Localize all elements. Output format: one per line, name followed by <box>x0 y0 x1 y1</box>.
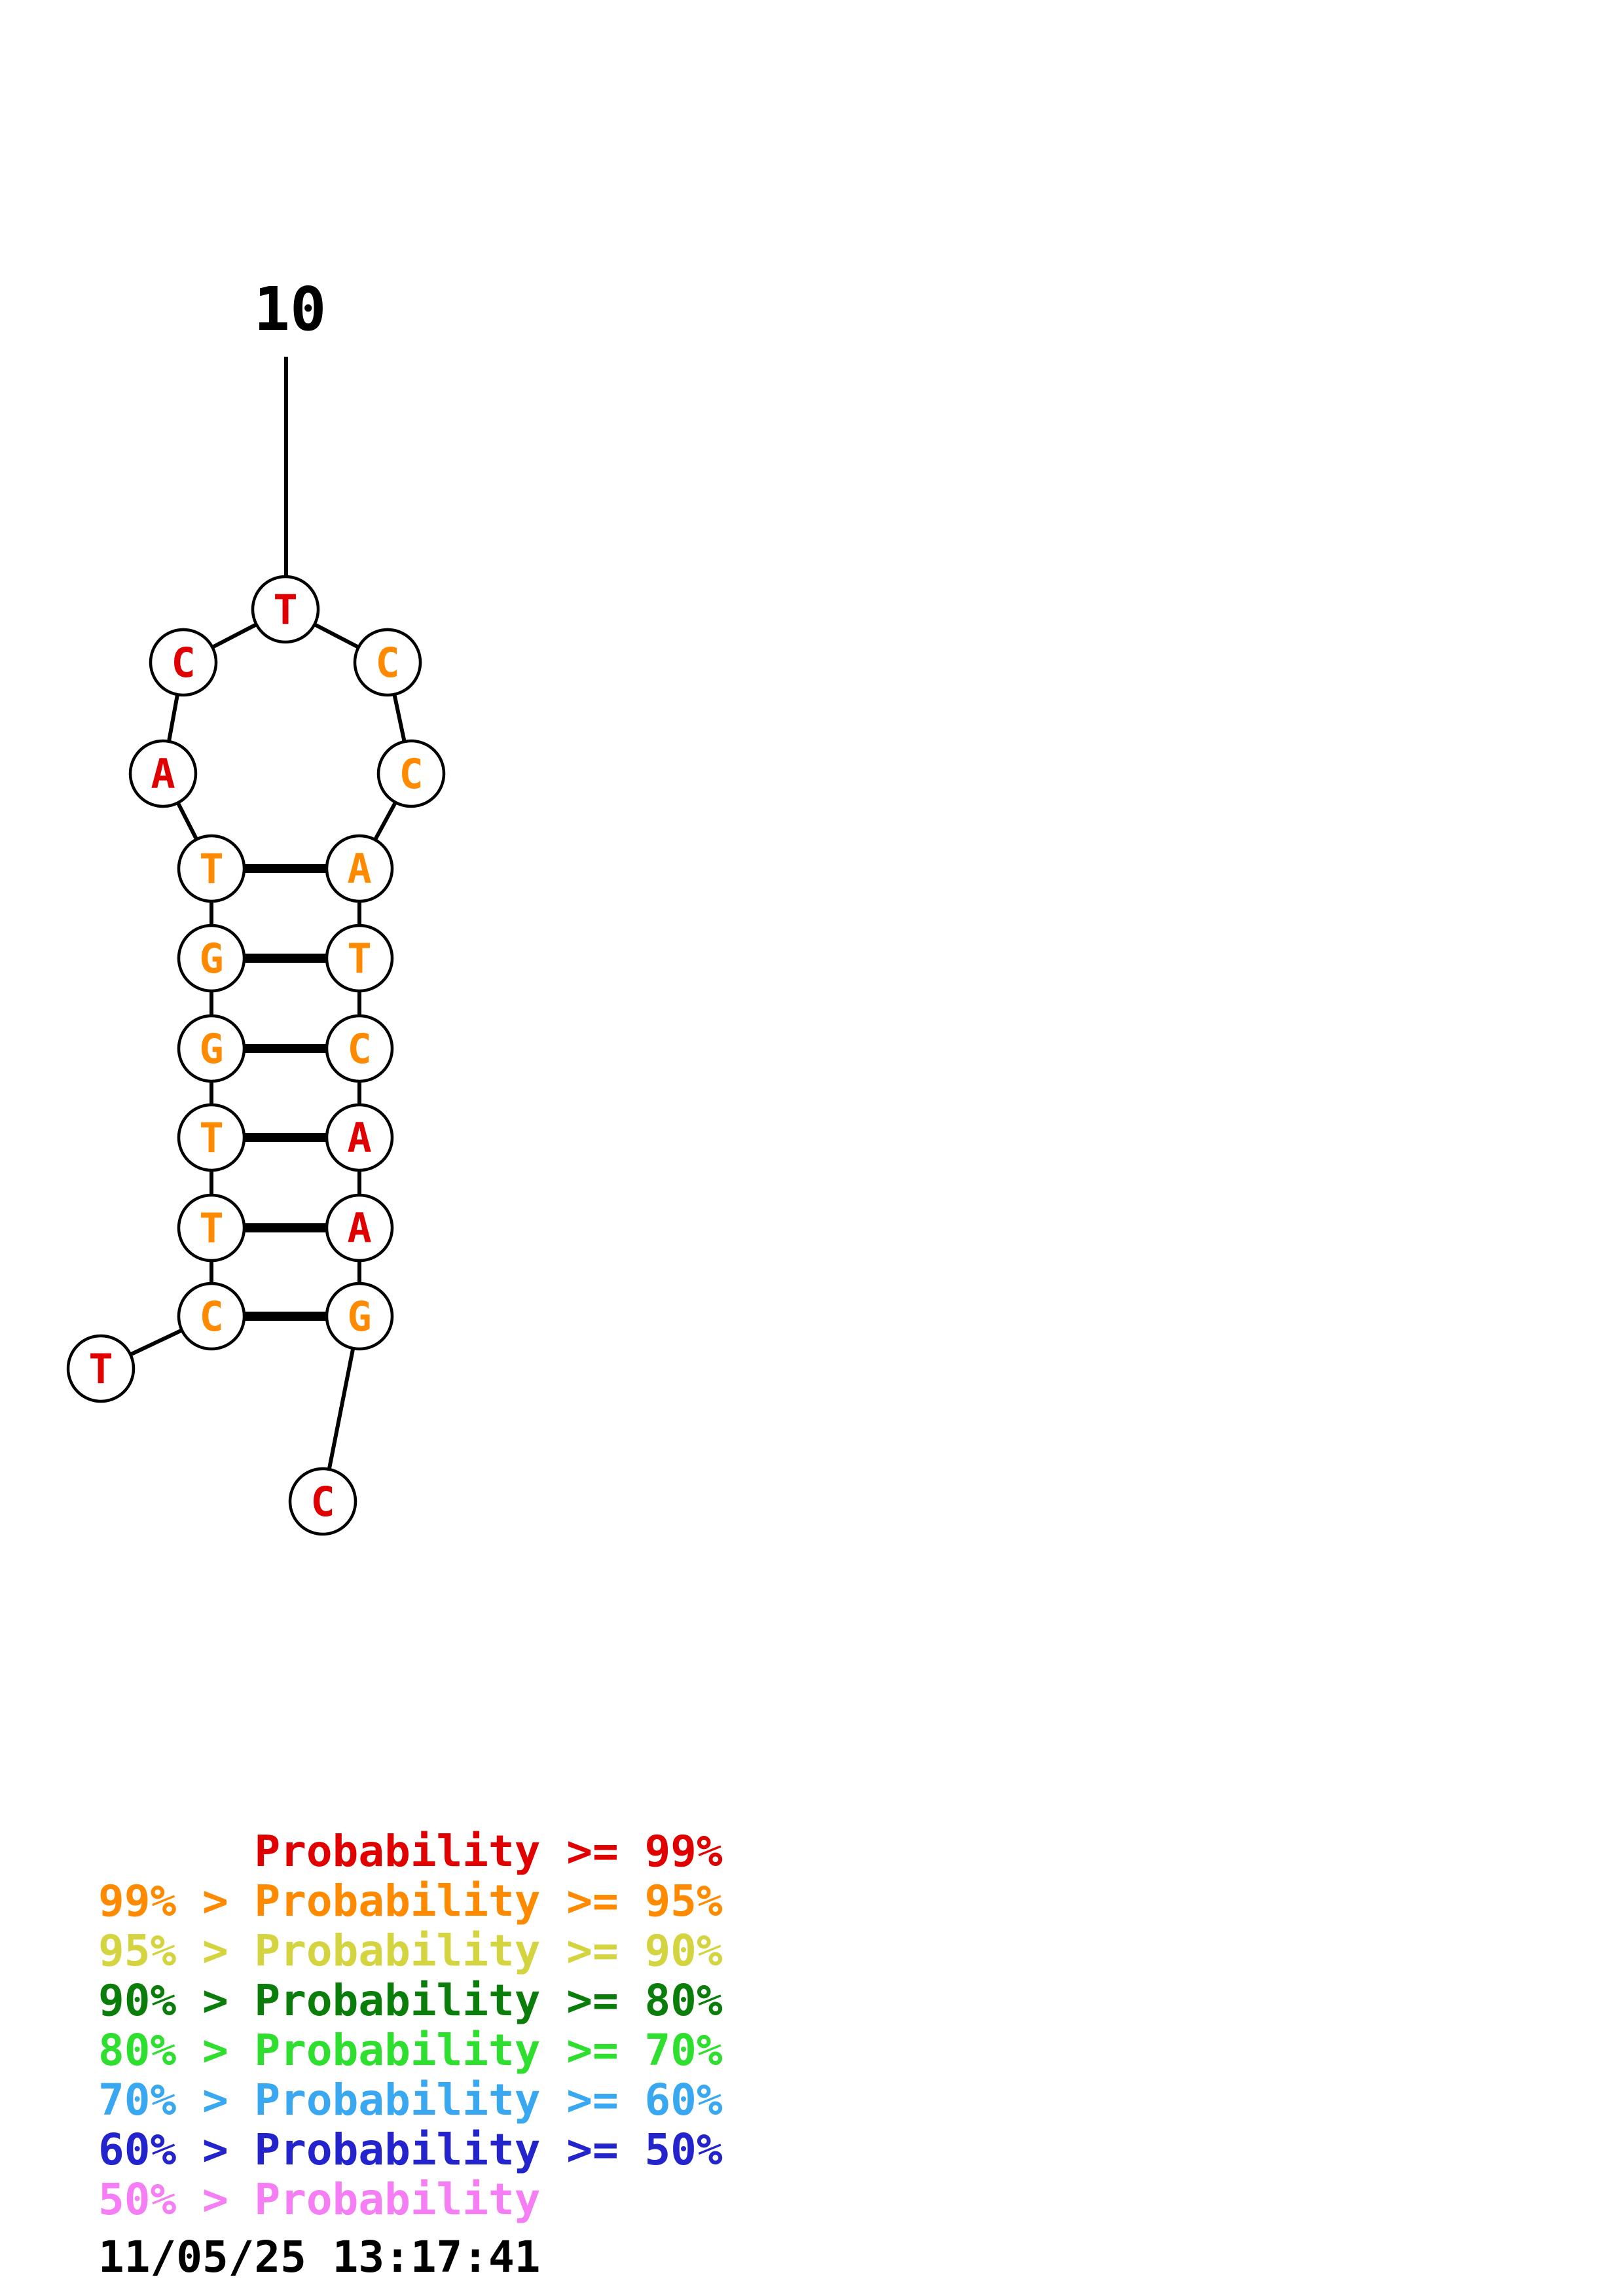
nucleotide-base: G <box>199 1025 223 1073</box>
nucleotide-base: A <box>151 750 175 798</box>
nucleotide-circle <box>325 1014 394 1083</box>
nucleotide-base: T <box>199 1114 223 1162</box>
nucleotide-base: C <box>347 1025 371 1073</box>
probability-legend: Probability >= 99% 99% > Probability >= 9… <box>98 1827 723 2225</box>
nucleotide-circle <box>177 834 246 903</box>
nucleotide-circle <box>353 628 422 697</box>
nucleotide-base: T <box>347 935 371 982</box>
nucleotide-base: C <box>399 750 423 798</box>
legend-line: 50% > Probability <box>98 2174 541 2225</box>
nucleotide-circle <box>149 628 218 697</box>
nucleotide-base: A <box>347 1114 371 1162</box>
nucleotide-base: T <box>273 586 297 634</box>
nucleotide-circle <box>288 1467 357 1536</box>
nucleotide-base: T <box>88 1345 113 1393</box>
nucleotide-circle <box>128 739 198 808</box>
nucleotide-circle <box>177 1193 246 1263</box>
legend-line: 99% > Probability >= 95% <box>98 1876 723 1926</box>
legend-line: 60% > Probability >= 50% <box>98 2125 723 2175</box>
legend-line: 70% > Probability >= 60% <box>98 2075 723 2125</box>
nucleotide-base: A <box>347 1204 371 1252</box>
nucleotide-base: G <box>199 935 223 982</box>
nucleotide-circle <box>325 1282 394 1351</box>
nucleotide-base: C <box>171 639 195 687</box>
legend-line: 90% > Probability >= 80% <box>98 1975 723 2026</box>
nucleotide-base: T <box>199 845 223 893</box>
sequence-position-label: 10 <box>254 274 327 344</box>
nucleotide-circle <box>251 575 320 644</box>
nucleotide-base: G <box>347 1293 371 1340</box>
nucleotide-circle <box>177 924 246 993</box>
nucleotide-base: C <box>310 1478 335 1526</box>
nucleotide-circle <box>177 1103 246 1172</box>
nucleotide-circle <box>177 1014 246 1083</box>
nucleotide-base: T <box>199 1204 223 1252</box>
timestamp: 11/05/25 13:17:41 <box>98 2232 541 2282</box>
nucleotide-circle <box>325 834 394 903</box>
nucleotide-base: C <box>199 1293 223 1340</box>
nucleotide-circle <box>66 1334 136 1403</box>
legend-line: 80% > Probability >= 70% <box>98 2025 723 2075</box>
nucleotide-circle <box>376 739 446 808</box>
nucleotide-base: A <box>347 845 371 893</box>
nucleotide-circle <box>325 924 394 993</box>
nucleotide-circle <box>325 1103 394 1172</box>
nucleotide-circle <box>177 1282 246 1351</box>
legend-line: 95% > Probability >= 90% <box>98 1926 723 1976</box>
nucleotide-circle <box>325 1193 394 1263</box>
legend-line: Probability >= 99% <box>98 1826 723 1876</box>
nucleotide-base: C <box>375 639 399 687</box>
